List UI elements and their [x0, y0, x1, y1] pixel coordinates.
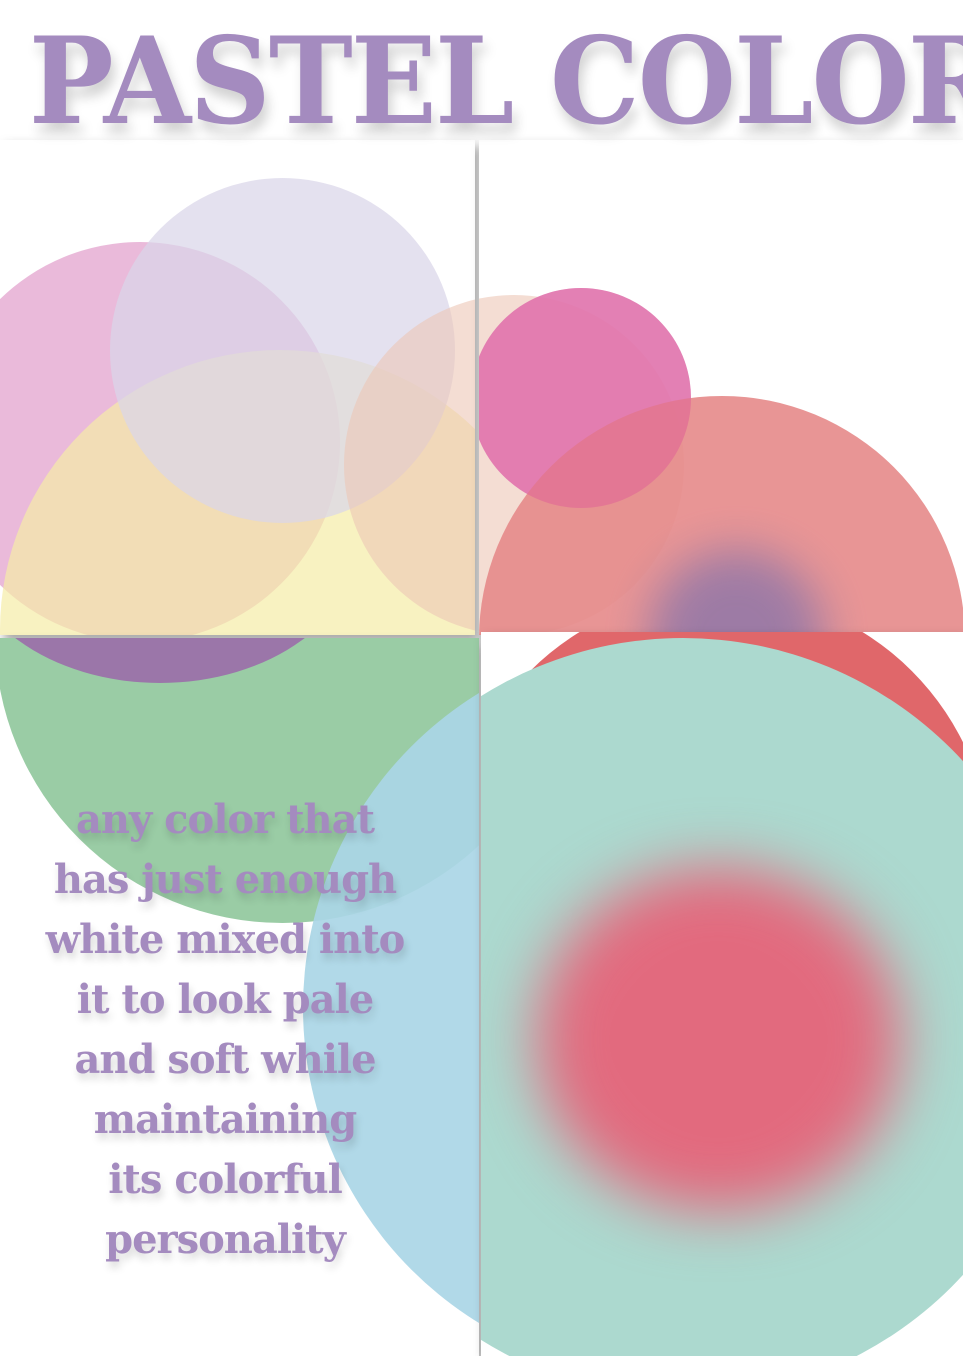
text-line-6: maintaining [93, 1096, 357, 1143]
page-title: PASTEL COLORS [28, 11, 963, 152]
text-line-3: white mixed into [45, 916, 406, 963]
text-line-5: and soft while [74, 1036, 376, 1083]
magenta-overlap [479, 288, 691, 508]
text-line-1: any color that [75, 796, 375, 843]
quadrant-top-left [0, 140, 475, 635]
text-line-4: it to look pale [76, 976, 374, 1023]
text-line-8: personality [105, 1216, 346, 1263]
description-text: any color that has just enough white mix… [0, 790, 450, 1270]
text-line-2: has just enough [53, 856, 397, 903]
quadrant-top-right [479, 140, 963, 635]
quadrant-bottom-right [481, 632, 963, 1356]
rose-glow [536, 867, 901, 1212]
quadrant-bottom-left [0, 638, 479, 1356]
text-line-7: its colorful [108, 1156, 343, 1203]
